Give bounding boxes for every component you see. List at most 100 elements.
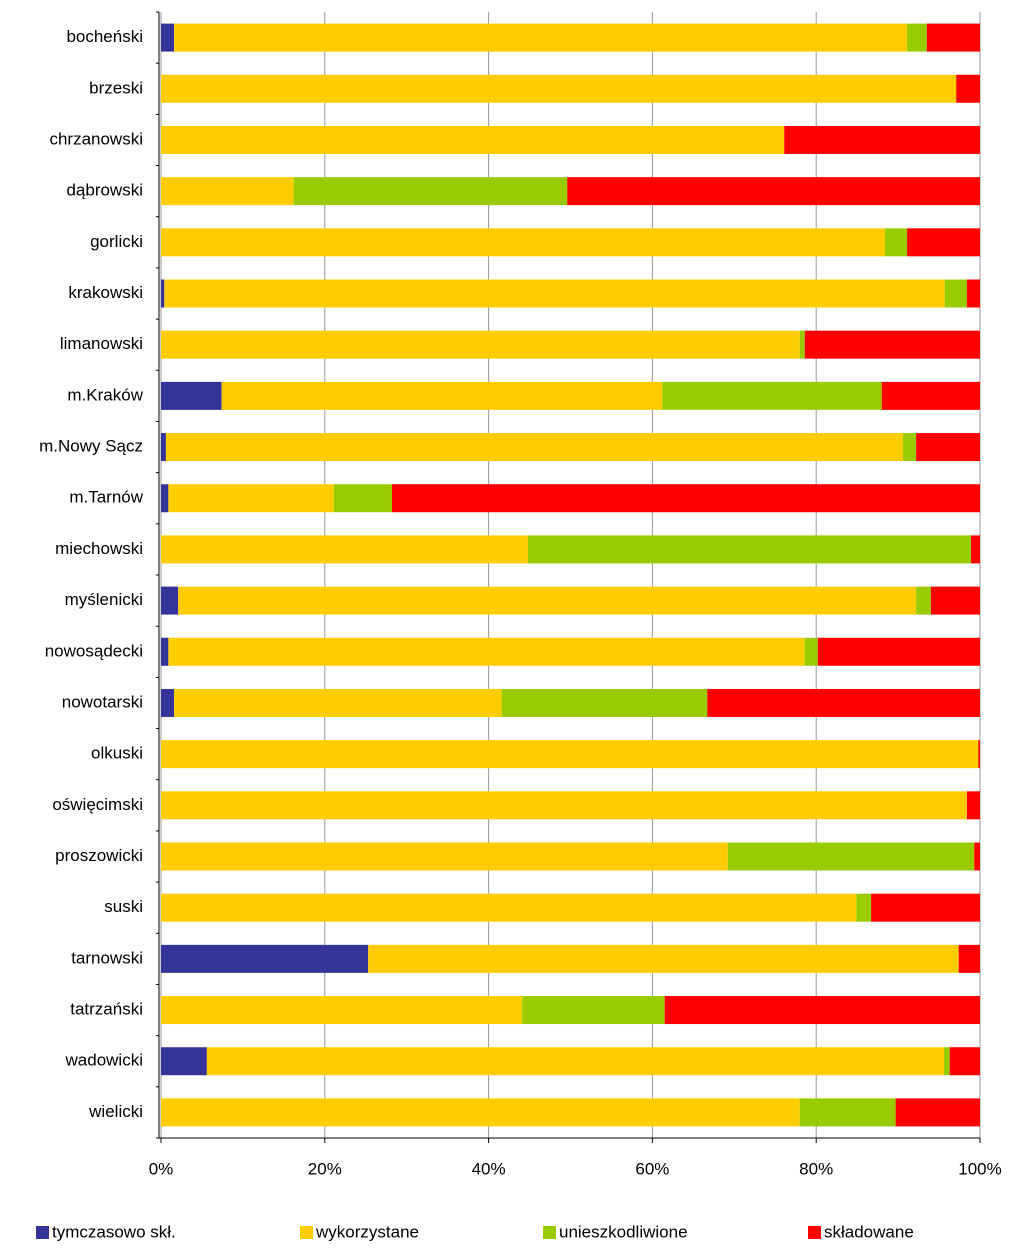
bar-segment [664, 996, 980, 1025]
bar-segment [978, 740, 980, 769]
y-tick-label: olkuski [91, 744, 143, 763]
x-tick-label: 60% [635, 1159, 669, 1178]
bar-segment [161, 535, 528, 564]
legend-label: wykorzystane [315, 1222, 419, 1241]
y-tick-label: nowosądecki [45, 641, 143, 660]
bar-segment [161, 330, 800, 359]
bar-segment [161, 893, 857, 922]
bar-segment [956, 74, 980, 103]
y-tick-label: dąbrowski [66, 181, 143, 200]
y-tick-label: suski [104, 897, 143, 916]
bar-segment [930, 586, 980, 615]
bar-segment [168, 484, 334, 513]
legend-swatch [300, 1226, 313, 1239]
legend-swatch [543, 1226, 556, 1239]
bar-segment [174, 688, 502, 717]
x-tick-label: 20% [308, 1159, 342, 1178]
legend-label: składowane [824, 1222, 914, 1241]
bar-segment [856, 893, 872, 922]
bar-segment [970, 535, 980, 564]
bar-segment [161, 74, 957, 103]
bar-segment [293, 177, 568, 206]
y-tick-label: tatrzański [70, 1000, 143, 1019]
bar-segment [799, 330, 805, 359]
bar-segment [161, 433, 166, 462]
bar-segment [178, 586, 917, 615]
bar-segment [966, 279, 980, 308]
x-tick-label: 40% [472, 1159, 506, 1178]
x-tick-label: 80% [799, 1159, 833, 1178]
bar-segment [168, 637, 805, 666]
bar-segment [161, 1047, 207, 1076]
bar-segment [907, 228, 980, 257]
y-tick-label: miechowski [55, 539, 143, 558]
y-tick-label: oświęcimski [52, 795, 143, 814]
bar-segment [804, 637, 818, 666]
y-tick-label: bocheński [66, 27, 143, 46]
bar-segment [817, 637, 980, 666]
bar-segment [501, 688, 708, 717]
bar-segment [522, 996, 665, 1025]
y-tick-label: brzeski [89, 78, 143, 97]
y-tick-label: krakowski [68, 283, 143, 302]
bar-segment [884, 228, 908, 257]
legend-swatch [36, 1226, 49, 1239]
bar-segment [221, 381, 663, 410]
bar-segment [926, 23, 980, 52]
bar-segment [161, 740, 979, 769]
bar-segment [165, 433, 904, 462]
bar-segment [727, 842, 975, 871]
y-tick-label: limanowski [60, 334, 143, 353]
bar-segment [804, 330, 980, 359]
y-tick-label: proszowicki [55, 846, 143, 865]
y-tick-label: chrzanowski [49, 129, 143, 148]
bar-segment [161, 381, 222, 410]
x-tick-label: 100% [958, 1159, 1001, 1178]
y-tick-label: wielicki [88, 1102, 143, 1121]
bar-segment [161, 842, 728, 871]
y-tick-label: myślenicki [65, 590, 143, 609]
bar-segment [916, 586, 931, 615]
bar-segment [944, 279, 967, 308]
bar-segment [164, 279, 945, 308]
bar-segment [174, 23, 908, 52]
bar-segment [958, 944, 980, 973]
bar-segment [161, 228, 885, 257]
bar-segment [916, 433, 980, 462]
bar-segment [161, 177, 294, 206]
y-tick-label: nowotarski [62, 692, 143, 711]
bar-segment [966, 791, 980, 820]
bar-segment [707, 688, 980, 717]
bar-segment [662, 381, 882, 410]
bar-segment [161, 791, 967, 820]
bar-segment [161, 23, 175, 52]
bar-segment [161, 125, 785, 154]
legend-swatch [808, 1226, 821, 1239]
y-tick-label: tarnowski [71, 948, 143, 967]
bar-segment [784, 125, 980, 154]
bar-segment [391, 484, 980, 513]
bar-segment [907, 23, 927, 52]
bar-segment [161, 586, 179, 615]
bar-segment [161, 1098, 800, 1127]
bar-segment [949, 1047, 980, 1076]
bar-segment [943, 1047, 950, 1076]
bar-segment [895, 1098, 980, 1127]
bar-segment [161, 637, 169, 666]
bar-segment [974, 842, 980, 871]
bar-segment [333, 484, 392, 513]
bar-segment [368, 944, 959, 973]
bar-segment [903, 433, 917, 462]
bar-segment [206, 1047, 944, 1076]
bar-segment [161, 688, 175, 717]
bar-segment [161, 944, 369, 973]
y-tick-label: m.Nowy Sącz [39, 437, 143, 456]
y-tick-label: gorlicki [90, 232, 143, 251]
legend-label: tymczasowo skł. [52, 1222, 176, 1241]
y-tick-label: wadowicki [65, 1051, 143, 1070]
bar-segment [799, 1098, 896, 1127]
bar-segment [881, 381, 980, 410]
bar-segment [161, 279, 165, 308]
x-tick-label: 0% [149, 1159, 174, 1178]
